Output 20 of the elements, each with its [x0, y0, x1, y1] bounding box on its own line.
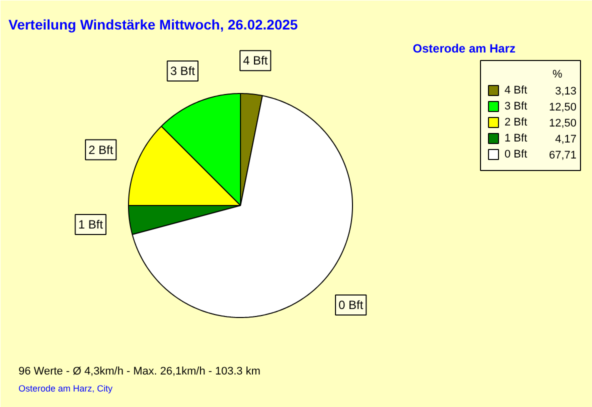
- text: Osterode am Harz, City: [18, 384, 114, 394]
- slice-label: 4 Bft: [243, 54, 268, 68]
- legend-label: 4 Bft: [504, 84, 528, 96]
- data-label: 12,50: [548, 102, 577, 114]
- chart-title: Verteilung Windstärke Mittwoch, 26.02.2025: [8, 16, 298, 32]
- data-label: 12,50: [548, 118, 577, 130]
- data-label: 67,71: [548, 150, 577, 162]
- slice-label: 2 Bft: [88, 142, 114, 157]
- legend-title: %: [552, 68, 562, 80]
- slice-label: 1 Bft: [78, 217, 104, 232]
- legend-label: 1 Bft: [504, 132, 528, 144]
- data-label: 3,13: [555, 86, 577, 98]
- legend-label: 0 Bft: [504, 148, 528, 160]
- chart-subtitle: Osterode am Harz: [412, 42, 516, 56]
- legend-label: 3 Bft: [504, 100, 528, 112]
- slice-label: 3 Bft: [170, 64, 196, 78]
- legend-label: 2 Bft: [504, 116, 528, 128]
- text: 96 Werte - Ø 4,3km/h - Max. 26,1km/h - 103.3 km: [18, 366, 260, 378]
- data-label: 4,17: [555, 134, 577, 146]
- slice-label: 0 Bft: [338, 298, 364, 312]
